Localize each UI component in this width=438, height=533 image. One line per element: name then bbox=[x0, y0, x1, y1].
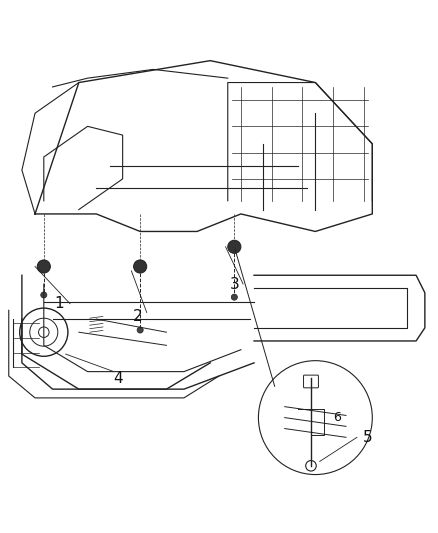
Text: 5: 5 bbox=[363, 430, 373, 445]
Circle shape bbox=[231, 294, 237, 300]
Circle shape bbox=[134, 260, 147, 273]
Text: 4: 4 bbox=[113, 370, 123, 386]
Text: 3: 3 bbox=[230, 277, 239, 292]
Text: 1: 1 bbox=[54, 296, 64, 311]
Circle shape bbox=[41, 292, 47, 298]
Circle shape bbox=[137, 327, 143, 333]
Circle shape bbox=[228, 240, 241, 253]
Text: 2: 2 bbox=[133, 309, 143, 325]
Circle shape bbox=[37, 260, 50, 273]
Text: 6: 6 bbox=[333, 411, 341, 424]
